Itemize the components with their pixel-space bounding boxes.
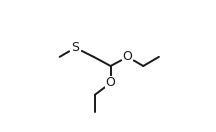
- Text: O: O: [106, 76, 116, 89]
- Text: O: O: [123, 50, 133, 63]
- Text: S: S: [71, 41, 79, 54]
